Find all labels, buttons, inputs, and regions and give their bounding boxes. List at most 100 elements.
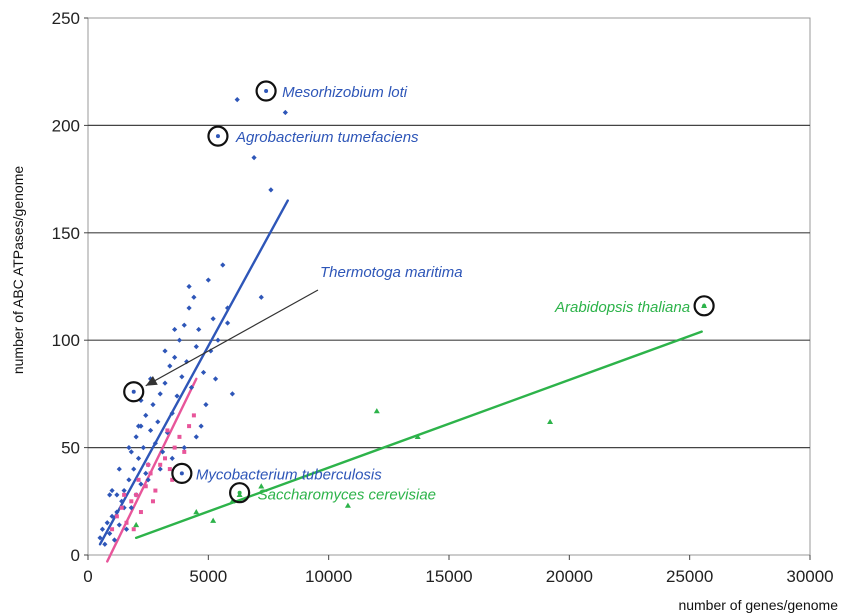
annotation-point	[179, 471, 184, 476]
data-point-series-0	[157, 391, 163, 397]
data-point-series-1	[114, 514, 119, 519]
y-axis-title: number of ABC ATPases/genome	[10, 166, 26, 375]
plot-area	[87, 17, 811, 556]
data-point-series-0	[208, 348, 214, 354]
data-point-series-0	[155, 419, 161, 425]
data-point-series-0	[167, 363, 173, 369]
y-tick-label: 0	[71, 546, 80, 565]
annotation-circle	[171, 462, 193, 484]
data-point-series-0	[140, 445, 146, 451]
data-point-series-1	[119, 505, 124, 510]
annotation-circle	[207, 125, 229, 147]
annotation-label: Arabidopsis thaliana	[554, 299, 690, 316]
data-point-series-0	[99, 526, 106, 532]
data-point-series-0	[198, 423, 204, 429]
x-tick-label: 10000	[305, 567, 352, 586]
data-point-series-0	[174, 393, 180, 399]
data-point-series-2	[258, 483, 265, 489]
data-point-series-0	[172, 326, 178, 333]
annotation-label: Thermotoga maritima	[320, 264, 463, 281]
data-point-series-0	[135, 455, 142, 461]
data-point-series-0	[109, 513, 115, 519]
data-point-series-0	[224, 320, 231, 326]
y-tick-label: 150	[52, 224, 80, 243]
data-point-series-0	[160, 449, 166, 455]
data-point-series-0	[181, 322, 187, 328]
data-point-series-0	[126, 445, 132, 451]
data-point-series-0	[224, 305, 231, 311]
data-point-series-0	[186, 283, 192, 290]
data-point-series-0	[229, 391, 235, 397]
data-point-series-1	[110, 527, 115, 532]
data-point-series-0	[184, 359, 190, 365]
annotation-label: Agrobacterium tumefaciens	[235, 129, 419, 146]
data-point-series-0	[172, 354, 178, 360]
data-point-series-1	[150, 499, 155, 504]
data-point-series-0	[102, 541, 108, 547]
data-point-series-0	[212, 376, 219, 382]
data-point-series-0	[193, 434, 199, 440]
data-point-series-1	[138, 510, 143, 515]
data-point-series-0	[111, 537, 118, 543]
data-point-series-0	[258, 294, 264, 300]
data-point-series-1	[177, 434, 182, 439]
annotations: Mesorhizobium loti Agrobacterium tumefaci…	[123, 80, 715, 504]
annotation-arrow	[145, 289, 319, 387]
data-point-series-0	[210, 316, 216, 322]
data-points	[97, 97, 708, 547]
annotation-point	[131, 389, 136, 394]
data-point-series-2	[210, 517, 217, 523]
data-point-series-1	[131, 527, 136, 532]
data-point-series-1	[153, 488, 158, 493]
data-point-series-1	[191, 413, 196, 418]
data-point-series-1	[143, 484, 148, 489]
annotation-circle	[255, 80, 277, 102]
trendline-0	[98, 199, 289, 546]
data-point-series-0	[203, 402, 209, 408]
data-point-series-0	[104, 520, 110, 526]
data-point-series-0	[152, 440, 158, 446]
data-point-series-1	[187, 424, 192, 429]
annotation-point	[215, 134, 220, 139]
data-point-series-0	[234, 97, 240, 103]
x-tick-label: 30000	[786, 567, 833, 586]
data-point-series-0	[176, 337, 183, 343]
data-point-series-1	[146, 462, 151, 467]
data-point-series-0	[121, 487, 127, 494]
data-point-series-2	[193, 509, 200, 515]
x-tick-label: 15000	[425, 567, 472, 586]
data-point-series-0	[282, 109, 288, 116]
data-point-series-1	[129, 499, 134, 504]
data-point-series-0	[196, 326, 202, 333]
data-point-series-1	[134, 492, 139, 497]
data-point-series-0	[123, 526, 130, 532]
annotation-point	[702, 303, 707, 308]
data-point-series-0	[186, 305, 192, 311]
data-point-series-1	[165, 428, 170, 433]
data-point-series-0	[169, 410, 175, 416]
data-point-series-1	[167, 467, 172, 472]
data-point-series-0	[97, 535, 103, 541]
data-point-series-0	[191, 294, 197, 300]
annotation-point	[237, 490, 242, 495]
annotation-label: Mycobacterium tuberculosis	[196, 466, 382, 483]
data-point-series-0	[145, 477, 151, 483]
data-point-series-0	[162, 380, 168, 386]
data-point-series-1	[172, 445, 177, 450]
data-point-series-0	[107, 492, 113, 498]
data-point-series-0	[157, 466, 163, 472]
data-point-series-0	[126, 477, 132, 483]
trendline-1	[106, 377, 198, 563]
data-point-series-0	[162, 348, 168, 354]
data-point-series-0	[143, 412, 149, 418]
y-tick-label: 200	[52, 116, 80, 135]
data-point-series-0	[181, 445, 187, 451]
data-point-series-1	[136, 477, 141, 482]
data-point-series-2	[547, 418, 554, 425]
data-point-series-2	[229, 498, 236, 504]
data-point-series-0	[220, 262, 226, 268]
y-tick-labels: 0 50 100 150 200 250	[52, 9, 88, 565]
data-point-series-0	[205, 277, 211, 283]
x-tick-label: 0	[83, 567, 92, 586]
